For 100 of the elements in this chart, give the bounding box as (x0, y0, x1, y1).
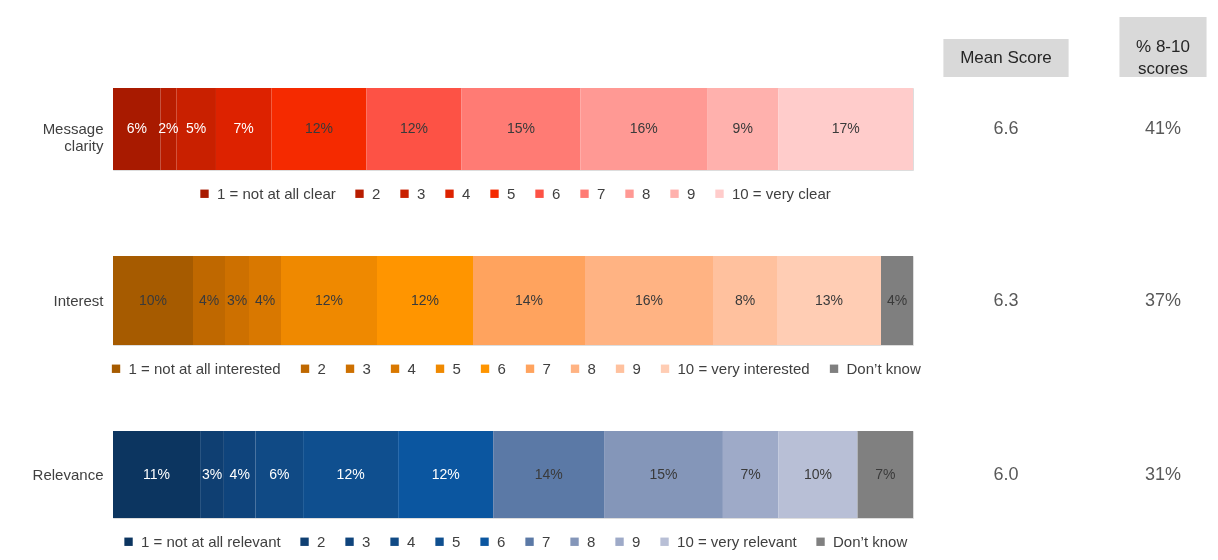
legend-label: 3 (362, 532, 371, 550)
data-label: 4% (886, 291, 908, 308)
data-label: 9% (732, 120, 753, 136)
data-label: 3% (226, 291, 248, 308)
data-label: 5% (186, 120, 207, 136)
data-label: 7% (233, 120, 254, 136)
legend-label: 6 (497, 532, 506, 550)
data-label: 8% (734, 291, 756, 308)
bar (113, 88, 161, 170)
text: 6.3 (993, 289, 1019, 310)
data-label: 7% (875, 465, 896, 482)
legend-label: 5 (452, 359, 461, 377)
legend-label: 10 = very interested (677, 359, 810, 377)
legend-label: 6 (552, 184, 561, 202)
data-label: 15% (649, 465, 678, 482)
data-label: 4% (254, 291, 276, 308)
legend-label: 5 (507, 184, 516, 202)
data-label: 17% (831, 120, 860, 136)
y-tick-label: Relevance (32, 465, 104, 483)
legend-label: 8 (587, 532, 596, 550)
data-label: 15% (506, 120, 535, 136)
legend-label: 5 (452, 532, 461, 550)
bar (580, 88, 708, 170)
legend-label: 8 (587, 359, 596, 377)
data-label: 2% (158, 120, 179, 136)
legend-label: 3 (362, 359, 371, 377)
legend-label: 2 (317, 359, 326, 377)
bar (881, 256, 913, 345)
data-label: 13% (814, 291, 844, 308)
data-label: 14% (514, 291, 544, 308)
bar (778, 431, 858, 518)
legend-label: Don’t know (833, 532, 908, 550)
legend-label: 9 (632, 532, 641, 550)
data-label: 7% (740, 465, 761, 482)
legend-label: 1 = not at all relevant (141, 532, 282, 550)
legend-label: 7 (597, 184, 606, 202)
data-label: 16% (634, 291, 664, 308)
bar (461, 88, 581, 170)
bar (473, 256, 585, 345)
legend-label: 9 (687, 184, 696, 202)
data-label: 11% (143, 465, 171, 482)
bar (777, 256, 881, 345)
bar (271, 88, 367, 170)
y-tick-label: Interest (53, 291, 105, 309)
data-label: 12% (314, 291, 344, 308)
bar (707, 88, 779, 170)
bar (377, 256, 473, 345)
y-tick-label: Message clarity (42, 120, 104, 154)
legend-label: 4 (407, 532, 416, 550)
bar (722, 431, 779, 518)
bar (604, 431, 723, 518)
bar (493, 431, 605, 518)
bar (176, 88, 216, 170)
data-label: 10% (138, 291, 168, 308)
legend-label: 7 (542, 359, 551, 377)
bar (215, 88, 272, 170)
text: 31% (1144, 463, 1182, 484)
text: Mean Score (960, 48, 1052, 67)
legend-label: 10 = very relevant (677, 532, 798, 550)
text: % 8-10 scores (1136, 37, 1190, 78)
bar (857, 431, 913, 518)
text: 6.0 (993, 463, 1019, 484)
data-label: 6% (126, 120, 147, 136)
legend-label: 1 = not at all interested (128, 359, 281, 377)
data-label: 12% (304, 120, 333, 136)
legend-label: 3 (417, 184, 426, 202)
legend-label: Don’t know (846, 359, 921, 377)
legend-label: 4 (407, 359, 416, 377)
data-label: 10% (803, 465, 832, 482)
bar (113, 431, 201, 518)
legend-label: 7 (542, 532, 551, 550)
legend-label: 10 = very clear (732, 184, 831, 202)
legend-label: 2 (317, 532, 326, 550)
data-label: 12% (336, 465, 365, 482)
data-label: 4% (229, 465, 250, 482)
bar (585, 256, 713, 345)
bar (281, 256, 377, 345)
legend-label: 9 (632, 359, 641, 377)
data-label: 4% (198, 291, 220, 308)
text: 6.6 (993, 118, 1019, 138)
data-label: 6% (269, 465, 290, 482)
data-label: 16% (629, 120, 658, 136)
data-label: 14% (534, 465, 563, 482)
legend-label: 6 (497, 359, 506, 377)
data-label: 12% (399, 120, 429, 136)
bar (713, 256, 777, 345)
legend-label: 1 = not at all clear (217, 184, 336, 202)
bar (113, 256, 193, 345)
text: 37% (1144, 289, 1182, 310)
legend-label: 2 (372, 184, 381, 202)
legend-label: 4 (462, 184, 471, 202)
data-label: 3% (201, 465, 223, 482)
legend-label: 8 (642, 184, 651, 202)
bar (366, 88, 462, 170)
data-label: 12% (410, 291, 440, 308)
data-label: 12% (431, 465, 460, 482)
bar (193, 256, 225, 345)
bar (398, 431, 494, 518)
bar (778, 88, 913, 170)
text: 41% (1144, 118, 1182, 138)
